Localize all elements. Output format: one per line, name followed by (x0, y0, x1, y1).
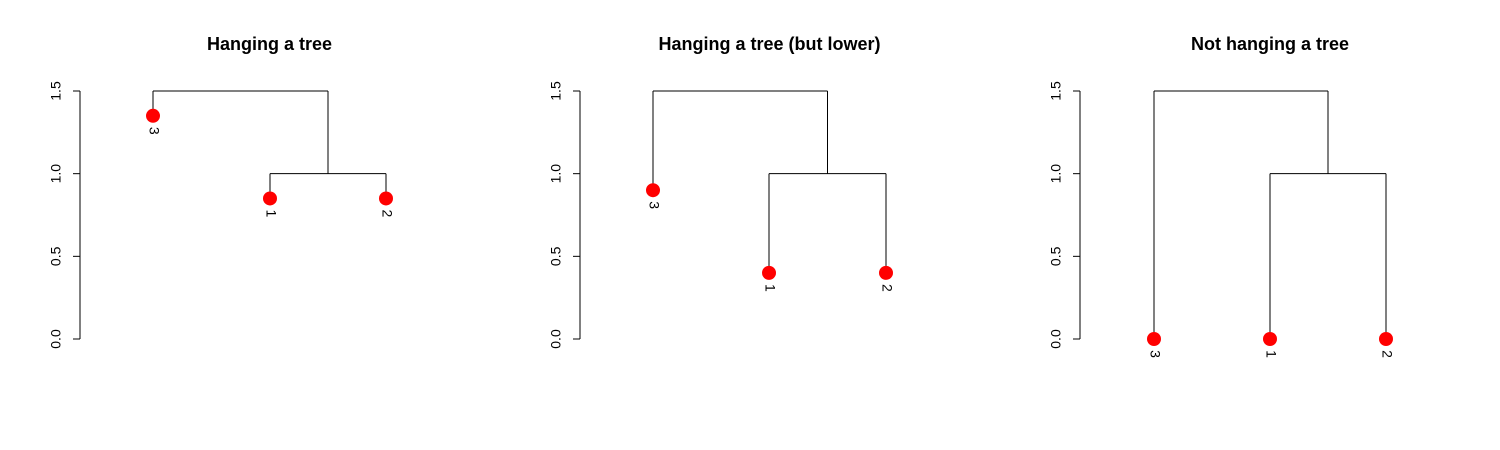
y-tick-label: 1.0 (48, 164, 64, 184)
panel-1: Hanging a tree 0.0 0.5 1.0 1.5 3 1 2 (48, 34, 396, 349)
leaf-label: 1 (1263, 350, 1279, 358)
panel-3: Not hanging a tree 0.0 0.5 1.0 1.5 3 1 2 (1048, 34, 1396, 358)
panel-2: Hanging a tree (but lower) 0.0 0.5 1.0 1.5 3… (548, 34, 896, 349)
y-tick-label: 0.0 (1048, 329, 1064, 349)
leaf-point (762, 265, 776, 280)
leaf-label: 3 (646, 201, 662, 209)
leaf-point (263, 191, 277, 206)
leaf-label: 2 (1379, 350, 1395, 358)
panel-title: Not hanging a tree (1191, 34, 1349, 54)
panel-title: Hanging a tree (207, 34, 332, 54)
leaf-point (646, 183, 660, 198)
leaf-label: 2 (879, 284, 895, 292)
leaf-label: 1 (762, 284, 778, 292)
leaf-point (146, 108, 160, 123)
leaf-point (379, 191, 393, 206)
leaf-point (879, 265, 893, 280)
panel-title: Hanging a tree (but lower) (658, 34, 880, 54)
y-tick-label: 1.5 (548, 81, 564, 101)
y-tick-label: 0.0 (548, 329, 564, 349)
leaf-label: 3 (1147, 350, 1163, 358)
leaf-label: 1 (263, 210, 279, 218)
y-tick-label: 0.0 (48, 329, 64, 349)
y-tick-label: 1.5 (48, 81, 64, 101)
y-tick-label: 0.5 (48, 246, 64, 266)
y-tick-label: 0.5 (548, 246, 564, 266)
y-tick-label: 0.5 (1048, 246, 1064, 266)
y-tick-label: 1.5 (1048, 81, 1064, 101)
leaf-point (1147, 332, 1161, 346)
leaf-point (1263, 332, 1277, 346)
y-tick-label: 1.0 (548, 164, 564, 184)
y-tick-label: 1.0 (1048, 164, 1064, 184)
leaf-label: 3 (146, 127, 162, 135)
leaf-point (1379, 332, 1393, 346)
leaf-label: 2 (379, 210, 395, 218)
